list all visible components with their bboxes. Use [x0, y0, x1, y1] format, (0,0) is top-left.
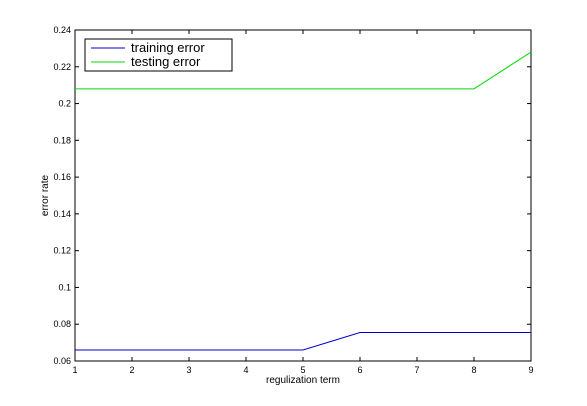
x-tick-label: 4: [243, 365, 248, 375]
series-line-0: [75, 331, 531, 351]
y-tick-label: 0.24: [53, 25, 71, 35]
series-lines: [75, 51, 532, 351]
x-tick-label: 6: [357, 365, 362, 375]
x-tick-label: 9: [528, 365, 533, 375]
x-axis-label: regulization term: [266, 375, 340, 386]
x-tick-label: 1: [72, 365, 77, 375]
x-tick-label: 7: [414, 365, 419, 375]
legend-label-1: testing error: [131, 54, 201, 69]
x-tick-label: 2: [129, 365, 134, 375]
y-tick-label: 0.2: [58, 99, 71, 109]
legend-box: [84, 38, 233, 72]
y-tick-label: 0.22: [53, 62, 71, 72]
axis-ticks: [74, 29, 532, 362]
y-tick-label: 0.1: [58, 282, 71, 292]
legend-label-0: training error: [131, 40, 205, 55]
series-line-1: [75, 51, 532, 90]
x-tick-label: 5: [300, 365, 305, 375]
x-tick-label: 8: [471, 365, 476, 375]
y-tick-label: 0.12: [53, 246, 71, 256]
y-tick-label: 0.06: [53, 356, 71, 366]
x-tick-label: 3: [186, 365, 191, 375]
y-tick-label: 0.16: [53, 172, 71, 182]
y-tick-label: 0.18: [53, 135, 71, 145]
plot-area: [74, 29, 532, 362]
y-tick-labels: 0.06 0.08 0.1 0.12 0.14 0.16 0.18 0.2 0.22 0.24: [53, 25, 71, 366]
x-tick-labels: 1 2 3 4 5 6 7 8 9: [72, 365, 533, 375]
y-tick-label: 0.14: [53, 209, 71, 219]
y-axis-label: error rate: [40, 175, 51, 217]
y-tick-label: 0.08: [53, 319, 71, 329]
